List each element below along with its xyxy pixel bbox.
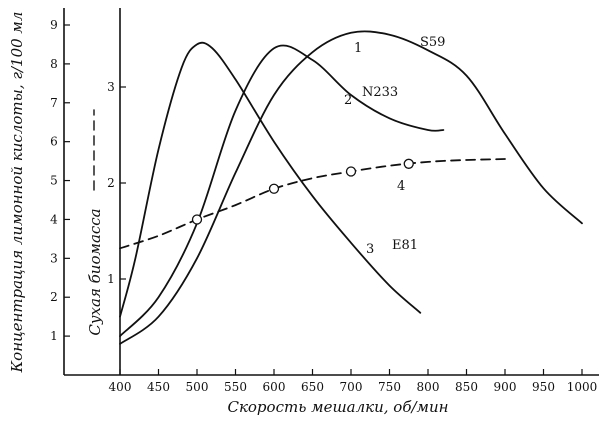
right-y-axis-title: Сухая биомасса [86, 208, 104, 335]
series-number-1: 1 [354, 41, 362, 56]
series-line-biomass [119, 158, 506, 250]
x-tick-label-900: 900 [494, 380, 517, 394]
series-line-e81 [119, 41, 422, 318]
series-number-4: 4 [397, 179, 405, 194]
series-name-n233: N233 [362, 85, 398, 100]
left-y-tick-label-5: 5 [50, 174, 58, 188]
x-tick-label-400: 400 [109, 380, 132, 394]
x-tick-label-700: 700 [340, 380, 363, 394]
left-y-tick-label-6: 6 [50, 135, 58, 149]
left-y-ticks: 1 2 3 4 5 6 7 8 9 [50, 18, 70, 343]
x-tick-label-650: 650 [301, 380, 324, 394]
x-tick-label-850: 850 [455, 380, 478, 394]
series-group: 1 S59 2 N233 3 E81 4 [119, 30, 583, 345]
x-axis-title: Скорость мешалки, об/мин [227, 398, 448, 416]
series-marker-biomass-0 [191, 214, 203, 225]
x-tick-label-950: 950 [532, 380, 555, 394]
series-line-n233 [119, 44, 445, 337]
left-y-tick-label-9: 9 [50, 18, 58, 32]
x-tick-label-450: 450 [147, 380, 170, 394]
x-tick-label-600: 600 [263, 380, 286, 394]
left-y-tick-label-8: 8 [50, 57, 58, 71]
x-tick-label-750: 750 [378, 380, 401, 394]
x-tick-label-800: 800 [417, 380, 440, 394]
series-marker-biomass-2 [345, 166, 357, 177]
left-y-tick-label-2: 2 [50, 290, 58, 304]
series-name-s59: S59 [420, 35, 445, 50]
left-y-tick-label-4: 4 [50, 212, 58, 226]
right-y-tick-label-1: 1 [107, 272, 115, 286]
left-y-tick-label-1: 1 [50, 329, 58, 343]
series-marker-biomass-1 [268, 183, 280, 194]
x-tick-label-1000: 1000 [567, 380, 598, 394]
x-tick-label-500: 500 [186, 380, 209, 394]
right-y-ticks: 1 2 3 [107, 80, 126, 286]
series-line-s59 [119, 30, 583, 345]
x-ticks: 400 450 500 550 600 650 700 750 800 850 900 950 1000 [109, 369, 598, 394]
right-y-tick-label-3: 3 [107, 80, 115, 94]
x-tick-label-550: 550 [224, 380, 247, 394]
left-y-tick-label-3: 3 [50, 251, 58, 265]
series-marker-biomass-3 [403, 158, 414, 169]
series-name-e81: E81 [392, 238, 418, 253]
left-y-tick-label-7: 7 [50, 96, 58, 110]
right-y-tick-label-2: 2 [107, 176, 115, 190]
left-y-axis-title: Концентрация лимонной кислоты, г/100 мл [8, 12, 26, 374]
series-number-3: 3 [366, 242, 374, 257]
series-number-2: 2 [344, 93, 352, 108]
